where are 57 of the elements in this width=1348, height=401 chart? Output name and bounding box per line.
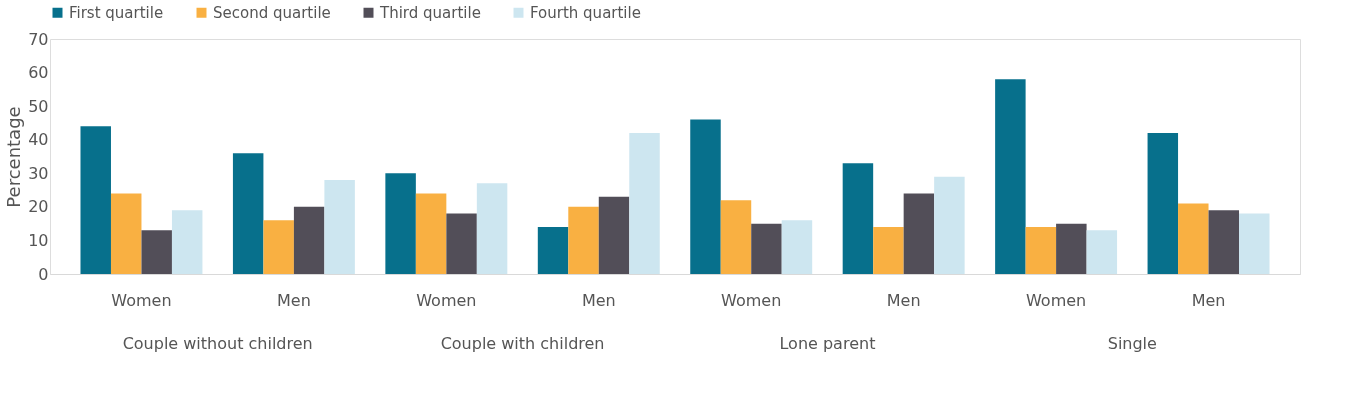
bar xyxy=(903,193,935,274)
x-tick-label: Men xyxy=(1191,290,1226,310)
bar xyxy=(293,206,325,274)
bar xyxy=(171,210,203,274)
bar xyxy=(842,163,874,274)
bar xyxy=(1239,213,1270,274)
bar xyxy=(598,196,630,274)
y-tick-label: 40 xyxy=(28,130,49,150)
bar xyxy=(629,133,660,274)
bar xyxy=(446,213,477,274)
bar xyxy=(1178,203,1209,274)
bar xyxy=(995,79,1026,274)
x-tick-label: Women xyxy=(111,290,172,310)
x-tick-label: Men xyxy=(886,290,921,310)
bar xyxy=(720,200,752,274)
x-tick-label: Men xyxy=(277,290,311,310)
x-tick-label: Men xyxy=(581,290,616,310)
y-axis-title: Percentage xyxy=(3,106,25,208)
legend-label: Second quartile xyxy=(213,3,331,22)
bar xyxy=(476,183,508,274)
bar xyxy=(385,173,416,274)
bar xyxy=(537,227,569,274)
x-tick-label: Women xyxy=(721,290,782,310)
bar xyxy=(934,176,965,274)
text: Couple with children xyxy=(440,334,605,353)
bar xyxy=(751,223,782,274)
y-tick-label: 30 xyxy=(28,163,49,183)
legend-label: Third quartile xyxy=(379,3,481,22)
bar xyxy=(781,220,813,274)
bar xyxy=(263,220,294,274)
text: Couple without children xyxy=(122,334,313,353)
legend-label: First quartile xyxy=(69,3,164,22)
bar xyxy=(568,206,599,274)
text: Lone parent xyxy=(779,334,876,353)
bar xyxy=(232,153,264,274)
bar xyxy=(1208,210,1240,274)
x-tick-label: Women xyxy=(416,290,477,310)
bar xyxy=(1025,227,1057,274)
legend-label: Fourth quartile xyxy=(530,3,641,22)
y-tick-label: 60 xyxy=(28,63,49,83)
bar xyxy=(1147,133,1179,274)
x-tick-label: Women xyxy=(1025,290,1087,310)
y-tick-label: 0 xyxy=(38,264,49,284)
bar xyxy=(324,180,355,274)
bar xyxy=(690,119,721,274)
y-tick-label: 50 xyxy=(28,96,49,116)
text: Single xyxy=(1107,334,1157,353)
y-tick-label: 70 xyxy=(28,29,49,49)
y-tick-label: 20 xyxy=(28,197,49,217)
bar xyxy=(141,230,172,274)
bar xyxy=(415,193,447,274)
bar xyxy=(1056,223,1087,274)
y-tick-label: 10 xyxy=(28,230,49,250)
bar xyxy=(80,126,111,274)
bar xyxy=(873,227,904,274)
bar xyxy=(110,193,142,274)
bar xyxy=(1086,230,1118,274)
